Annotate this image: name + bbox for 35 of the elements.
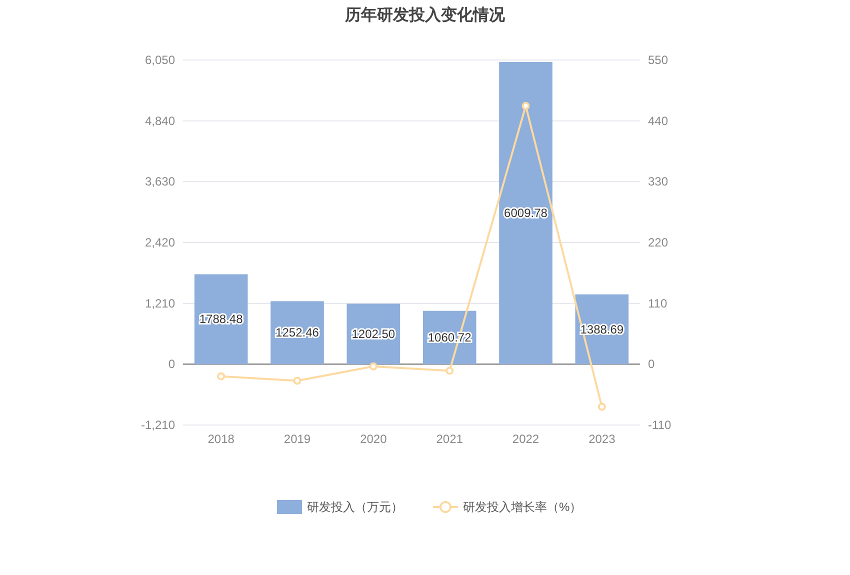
data-label: 1202.50 bbox=[352, 326, 396, 341]
point bbox=[369, 362, 378, 370]
y-tick-label: -1,210 bbox=[140, 418, 176, 432]
bar bbox=[194, 274, 248, 364]
chart-title: 历年研发投入变化情况 bbox=[344, 6, 506, 24]
y2-tick-label: 0 bbox=[648, 357, 655, 372]
x-tick-label: 2020 bbox=[360, 432, 388, 446]
legend-label: 研发投入增长率（%） bbox=[463, 500, 582, 514]
y2-tick-label: 220 bbox=[648, 236, 668, 250]
point bbox=[446, 366, 454, 375]
y2-tick-label: 110 bbox=[648, 296, 668, 310]
y2-tick-label: 550 bbox=[648, 53, 668, 67]
point bbox=[293, 376, 302, 385]
data-label: 1788.48 bbox=[199, 312, 244, 326]
y-tick-label: 0 bbox=[168, 357, 176, 372]
y2-tick-label: 440 bbox=[648, 114, 668, 128]
x-tick-label: 2022 bbox=[512, 432, 540, 446]
x-tick-label: 2023 bbox=[588, 432, 616, 446]
data-label: 6009.78 bbox=[504, 206, 548, 220]
y-tick-label: 4,840 bbox=[144, 114, 176, 128]
point bbox=[522, 102, 530, 110]
x-tick-label: 2019 bbox=[284, 432, 311, 446]
y-tick-label: 3,630 bbox=[144, 174, 176, 189]
y-tick-label: 2,420 bbox=[144, 236, 176, 250]
point bbox=[598, 402, 606, 411]
data-label: 1252.46 bbox=[276, 326, 320, 340]
point bbox=[217, 372, 226, 380]
y2-tick-label: -110 bbox=[648, 418, 672, 432]
legend-label: 研发投入（万元） bbox=[307, 500, 403, 514]
y2-tick-label: 330 bbox=[648, 174, 668, 189]
y-tick-label: 1,210 bbox=[144, 296, 176, 310]
bar bbox=[499, 62, 552, 364]
y-tick-label: 6,050 bbox=[144, 53, 176, 67]
x-tick-label: 2018 bbox=[208, 432, 235, 446]
x-tick-label: 2021 bbox=[436, 432, 464, 446]
